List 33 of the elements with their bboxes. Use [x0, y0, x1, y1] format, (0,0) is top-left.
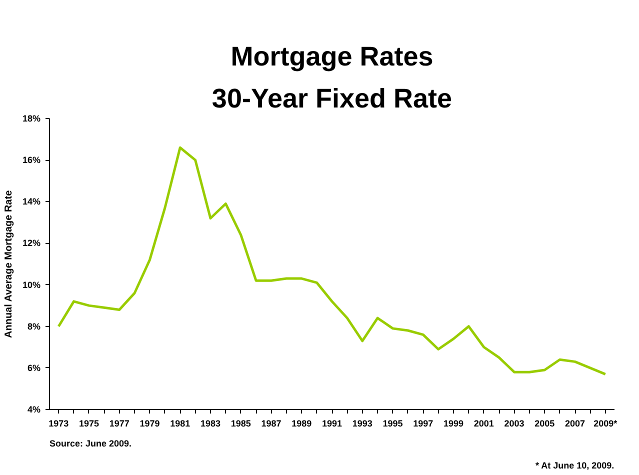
- chart-title: Mortgage Rates: [230, 42, 434, 72]
- x-tick-label: 1997: [413, 418, 434, 428]
- x-tick-label: 1981: [170, 418, 190, 428]
- x-tick-label: 1999: [443, 418, 464, 428]
- text: * At June 10, 2009.: [535, 460, 614, 470]
- chart-subtitle: 30-Year Fixed Rate: [212, 84, 452, 114]
- x-tick-label: 1995: [382, 418, 403, 428]
- y-tick-label: 4%: [27, 404, 41, 414]
- x-tick-label: 2005: [534, 418, 555, 428]
- x-tick-label: 1973: [48, 418, 69, 428]
- x-tick-label: 2009*: [594, 418, 618, 428]
- x-tick-label: 2007: [565, 418, 586, 428]
- y-tick-label: 12%: [22, 238, 40, 248]
- x-tick-label: 1985: [230, 418, 251, 428]
- x-tick-label: 1987: [261, 418, 282, 428]
- y-tick-label: 18%: [22, 114, 40, 124]
- x-tick-label: 1975: [78, 418, 100, 428]
- x-tick-label: 1979: [140, 418, 160, 428]
- y-tick-label: 6%: [27, 362, 41, 373]
- x-tick-label: 1989: [292, 418, 312, 428]
- y-tick-label: 14%: [22, 196, 40, 207]
- y-tick-label: 8%: [27, 321, 41, 332]
- x-tick-label: 1991: [322, 418, 342, 428]
- y-tick-label: 16%: [22, 155, 40, 166]
- x-tick-label: 1983: [200, 418, 221, 428]
- source-note: Source: June 2009.: [50, 438, 132, 448]
- x-tick-label: 2003: [504, 418, 524, 428]
- x-tick-label: 1977: [109, 418, 130, 428]
- y-axis-title: Annual Average Mortgage Rate: [3, 190, 14, 338]
- x-tick-label: 2001: [474, 418, 494, 428]
- y-tick-label: 10%: [22, 280, 40, 290]
- x-tick-label: 1993: [352, 418, 372, 428]
- line-series: [57, 146, 607, 376]
